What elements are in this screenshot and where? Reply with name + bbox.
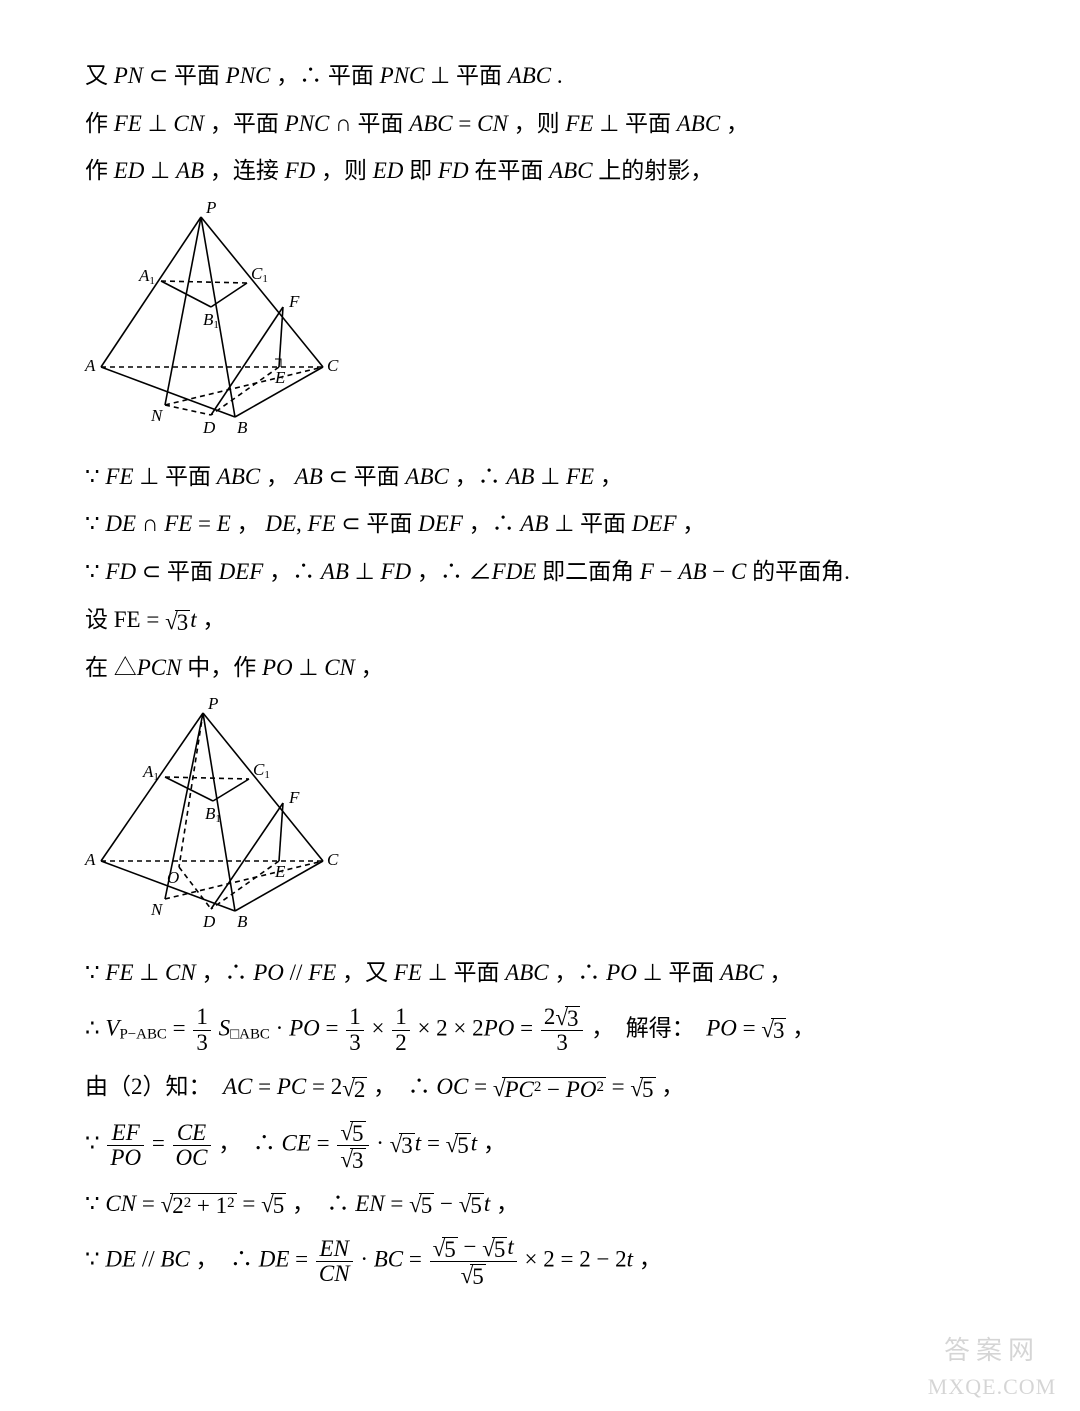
text-line-11: 由（2）知： AC = PC = 2√2 ， ∴ OC = √PC2 − PO2… [85, 1065, 995, 1109]
svg-text:A1: A1 [138, 266, 155, 287]
text-line-4: ∵ FE ⊥ 平面 ABC ， AB ⊂ 平面 ABC ，∴ AB ⊥ FE ， [85, 455, 995, 499]
text-line-12: ∵ EFPO = CEOC ， ∴ CE = √5 √3 · √3t = √5t… [85, 1119, 995, 1171]
svg-text:D: D [202, 418, 216, 434]
svg-text:D: D [202, 912, 216, 930]
text-line-14: ∵ DE // BC ， ∴ DE = ENCN · BC = √5 − √5t… [85, 1235, 995, 1287]
svg-text:O: O [167, 868, 179, 887]
watermark-top: 答案网 [922, 1337, 1062, 1366]
watermark: 答案网 MXQE.COM [922, 1337, 1062, 1397]
text-line-5: ∵ DE ∩ FE = E ， DE, FE ⊂ 平面 DEF ，∴ AB ⊥ … [85, 502, 995, 546]
svg-text:P: P [205, 199, 216, 217]
text-line-2: 作 FE ⊥ CN ，平面 PNC ∩ 平面 ABC = CN ，则 FE ⊥ … [85, 102, 995, 146]
svg-text:B1: B1 [203, 310, 219, 331]
svg-text:N: N [150, 900, 164, 919]
text-line-13: ∵ CN = √22 + 12 = √5 ， ∴ EN = √5 − √5t ， [85, 1182, 995, 1226]
svg-text:P: P [207, 695, 218, 713]
text-line-3: 作 ED ⊥ AB ，连接 FD ，则 ED 即 FD 在平面 ABC 上的射影… [85, 149, 995, 193]
tetrahedron-svg-1: P A1 B1 C1 F A C E N D B [83, 199, 343, 434]
text-line-9: ∵ FE ⊥ CN ，∴ PO // FE ，又 FE ⊥ 平面 ABC ，∴ … [85, 951, 995, 995]
diagram-1: P A1 B1 C1 F A C E N D B [83, 199, 995, 449]
svg-text:A: A [84, 356, 96, 375]
svg-text:F: F [288, 292, 300, 311]
svg-text:C1: C1 [251, 264, 268, 285]
svg-text:A: A [84, 850, 96, 869]
text-line-1: 又 PN ⊂ 平面 PNC ，∴ 平面 PNC ⊥ 平面 ABC . [85, 54, 995, 98]
svg-text:N: N [150, 406, 164, 425]
text-line-7: 设 FE = √3t ， [85, 598, 995, 642]
svg-text:C: C [327, 356, 339, 375]
svg-text:B: B [237, 912, 248, 930]
text-line-10: ∴ VP−ABC = 13 S□ABC · PO = 13 × 12 × 2 ×… [85, 1005, 995, 1056]
text-line-6: ∵ FD ⊂ 平面 DEF ，∴ AB ⊥ FD ，∴ ∠FDE 即二面角 F … [85, 550, 995, 594]
svg-text:E: E [274, 862, 286, 881]
page: 又 PN ⊂ 平面 PNC ，∴ 平面 PNC ⊥ 平面 ABC . 作 FE … [0, 0, 1080, 1411]
diagram-2: P A1 B1 C1 F A C E O N D B [83, 695, 995, 945]
svg-text:E: E [274, 368, 286, 387]
svg-text:A1: A1 [142, 762, 159, 783]
tetrahedron-svg-2: P A1 B1 C1 F A C E O N D B [83, 695, 343, 930]
text-line-8: 在 △PCN 中，作 PO ⊥ CN ， [85, 646, 995, 690]
svg-text:B: B [237, 418, 248, 434]
svg-text:F: F [288, 788, 300, 807]
watermark-bottom: MXQE.COM [922, 1366, 1062, 1408]
svg-text:C: C [327, 850, 339, 869]
svg-text:C1: C1 [253, 760, 270, 781]
